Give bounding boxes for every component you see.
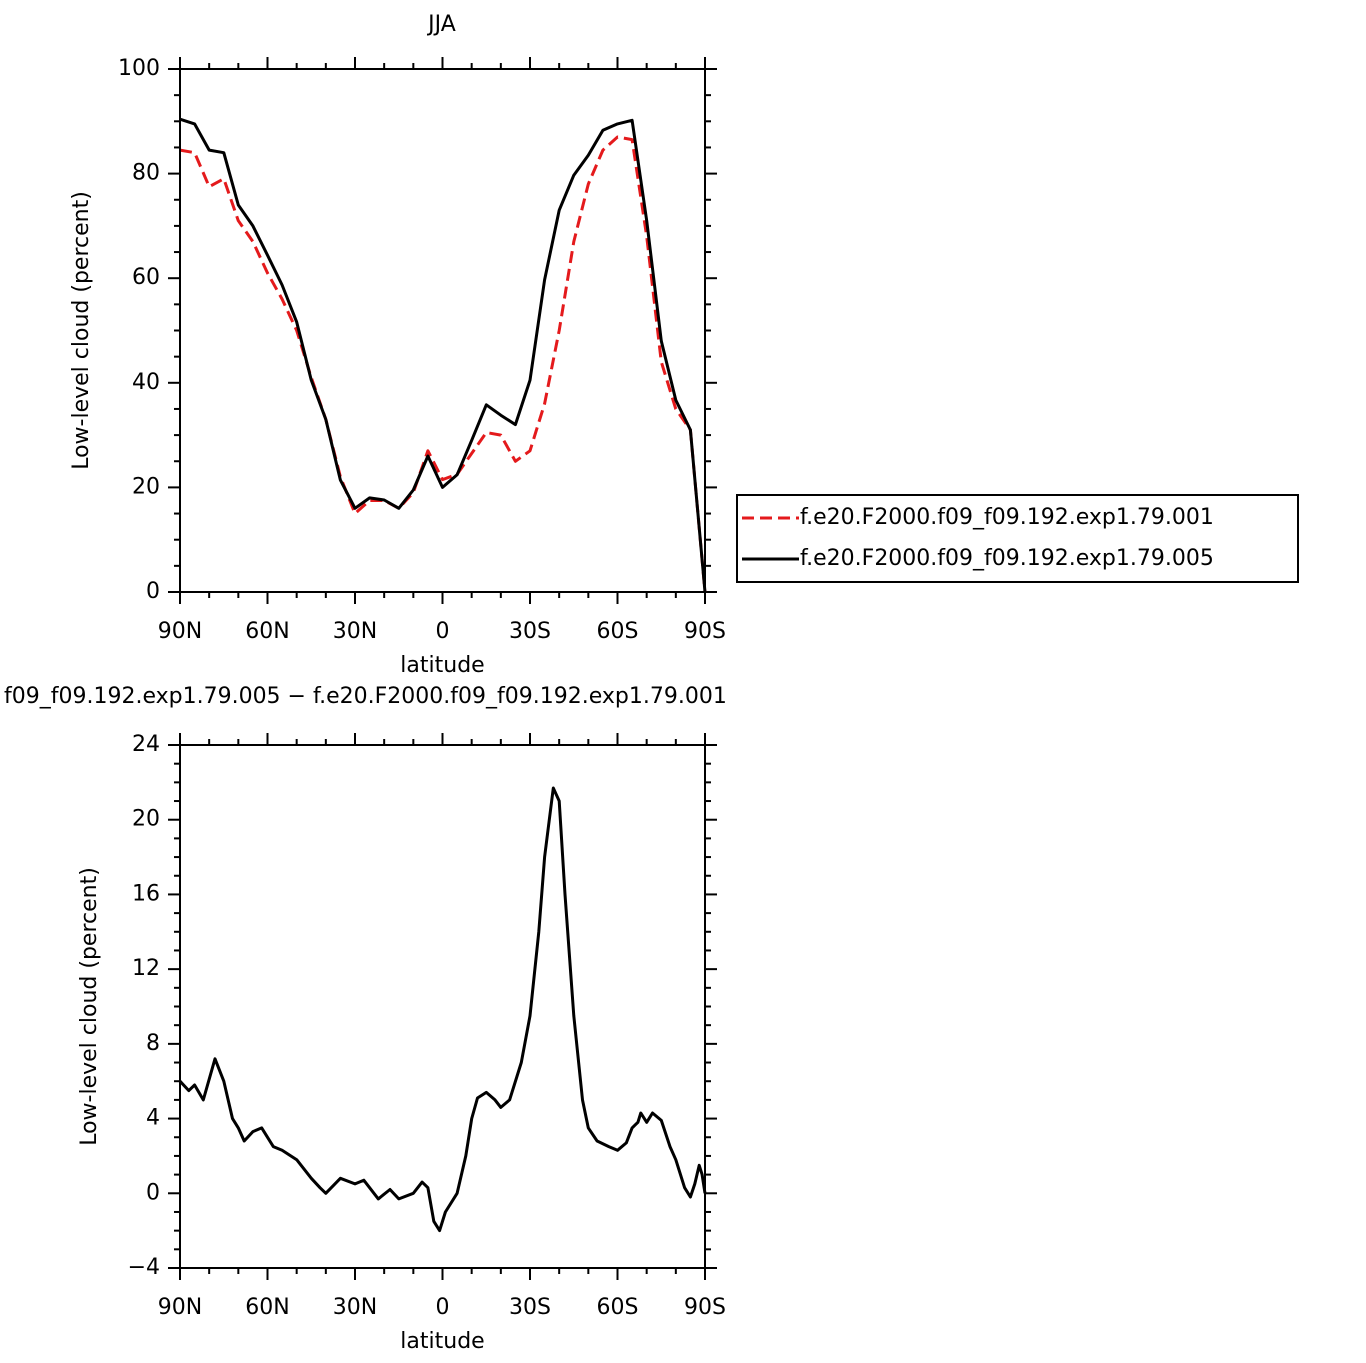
x-tick-label: 30S [509, 1295, 551, 1320]
x-tick-label: 30N [333, 1295, 377, 1320]
y-tick-label: 24 [132, 732, 160, 757]
x-tick-label: 90N [158, 1295, 202, 1320]
x-tick-label: 60S [597, 1295, 639, 1320]
legend-label: f.e20.F2000.f09_f09.192.exp1.79.005 [800, 546, 1214, 571]
x-tick-label: 30S [509, 619, 551, 644]
x-tick-label: 90S [684, 1295, 726, 1320]
y-tick-label: 0 [146, 579, 160, 604]
y-tick-label: 100 [118, 56, 160, 81]
data-line [179, 117, 707, 593]
y-tick-label: 0 [146, 1180, 160, 1205]
x-tick-label: 90N [158, 619, 202, 644]
y-tick-label: 20 [132, 807, 160, 832]
y-tick-label: −4 [128, 1255, 160, 1280]
x-axis-label: latitude [400, 1329, 484, 1354]
y-tick-label: 40 [132, 370, 160, 395]
y-tick-label: 60 [132, 265, 160, 290]
x-tick-label: 30N [333, 619, 377, 644]
y-tick-label: 20 [132, 474, 160, 499]
y-tick-label: 16 [132, 881, 160, 906]
data-line [178, 786, 707, 1233]
x-tick-label: 60N [245, 1295, 289, 1320]
x-tick-label: 60S [597, 619, 639, 644]
plot-frame [179, 744, 706, 1269]
y-tick-label: 12 [132, 956, 160, 981]
x-tick-label: 0 [436, 1295, 450, 1320]
x-tick-label: 90S [684, 619, 726, 644]
chart-title: f09_f09.192.exp1.79.005 − f.e20.F2000.f0… [4, 684, 727, 709]
y-tick-label: 80 [132, 161, 160, 186]
legend-label: f.e20.F2000.f09_f09.192.exp1.79.001 [800, 505, 1214, 530]
plot-frame [179, 68, 706, 593]
y-tick-label: 8 [146, 1031, 160, 1056]
x-axis-label: latitude [400, 653, 484, 678]
chart-title: JJA [426, 12, 456, 37]
y-tick-label: 4 [146, 1106, 160, 1131]
data-line [179, 135, 707, 593]
x-tick-label: 0 [436, 619, 450, 644]
x-tick-label: 60N [245, 619, 289, 644]
y-axis-label: Low-level cloud (percent) [77, 867, 102, 1146]
y-axis-label: Low-level cloud (percent) [69, 191, 94, 470]
legend-box [736, 494, 1299, 583]
